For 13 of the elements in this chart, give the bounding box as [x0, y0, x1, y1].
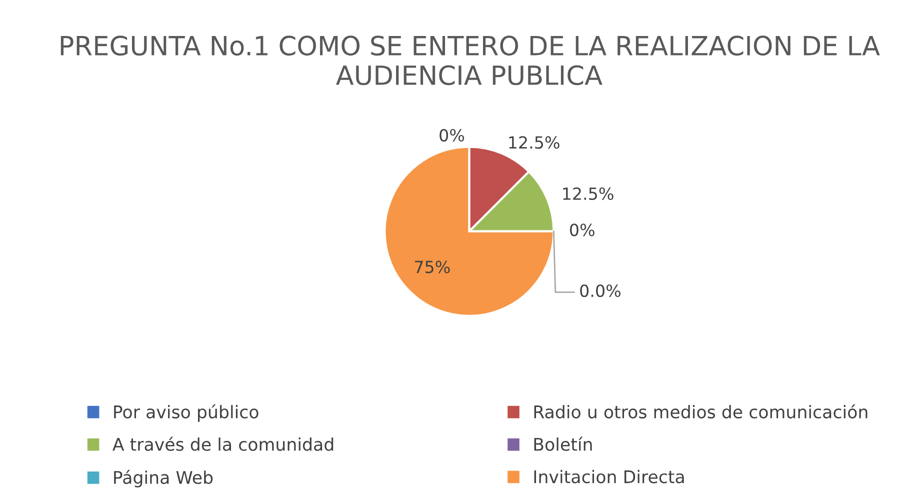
- text: 0%: [440, 128, 464, 142]
- legend-label: Radio u otros medios de comunicación: [534, 404, 868, 418]
- data-label: 12.5%: [509, 136, 560, 149]
- legend-label: Invitacion Directa: [534, 470, 684, 484]
- legend-label: A través de la comunidad: [112, 436, 334, 451]
- data-label: 12.5%: [563, 187, 614, 200]
- chart-title: PREGUNTA No.1 COMO SE ENTERO DE LA REALIZACION DE LA AUDIENCIA PUBLICA: [60, 36, 880, 86]
- legend-label: Por aviso público: [114, 404, 258, 422]
- text: 0%: [570, 224, 594, 236]
- legend-label: Boletín: [534, 436, 592, 451]
- data-label: 75%: [415, 260, 450, 274]
- text: 0.0%: [580, 284, 620, 298]
- legend-label: Página Web: [114, 470, 213, 488]
